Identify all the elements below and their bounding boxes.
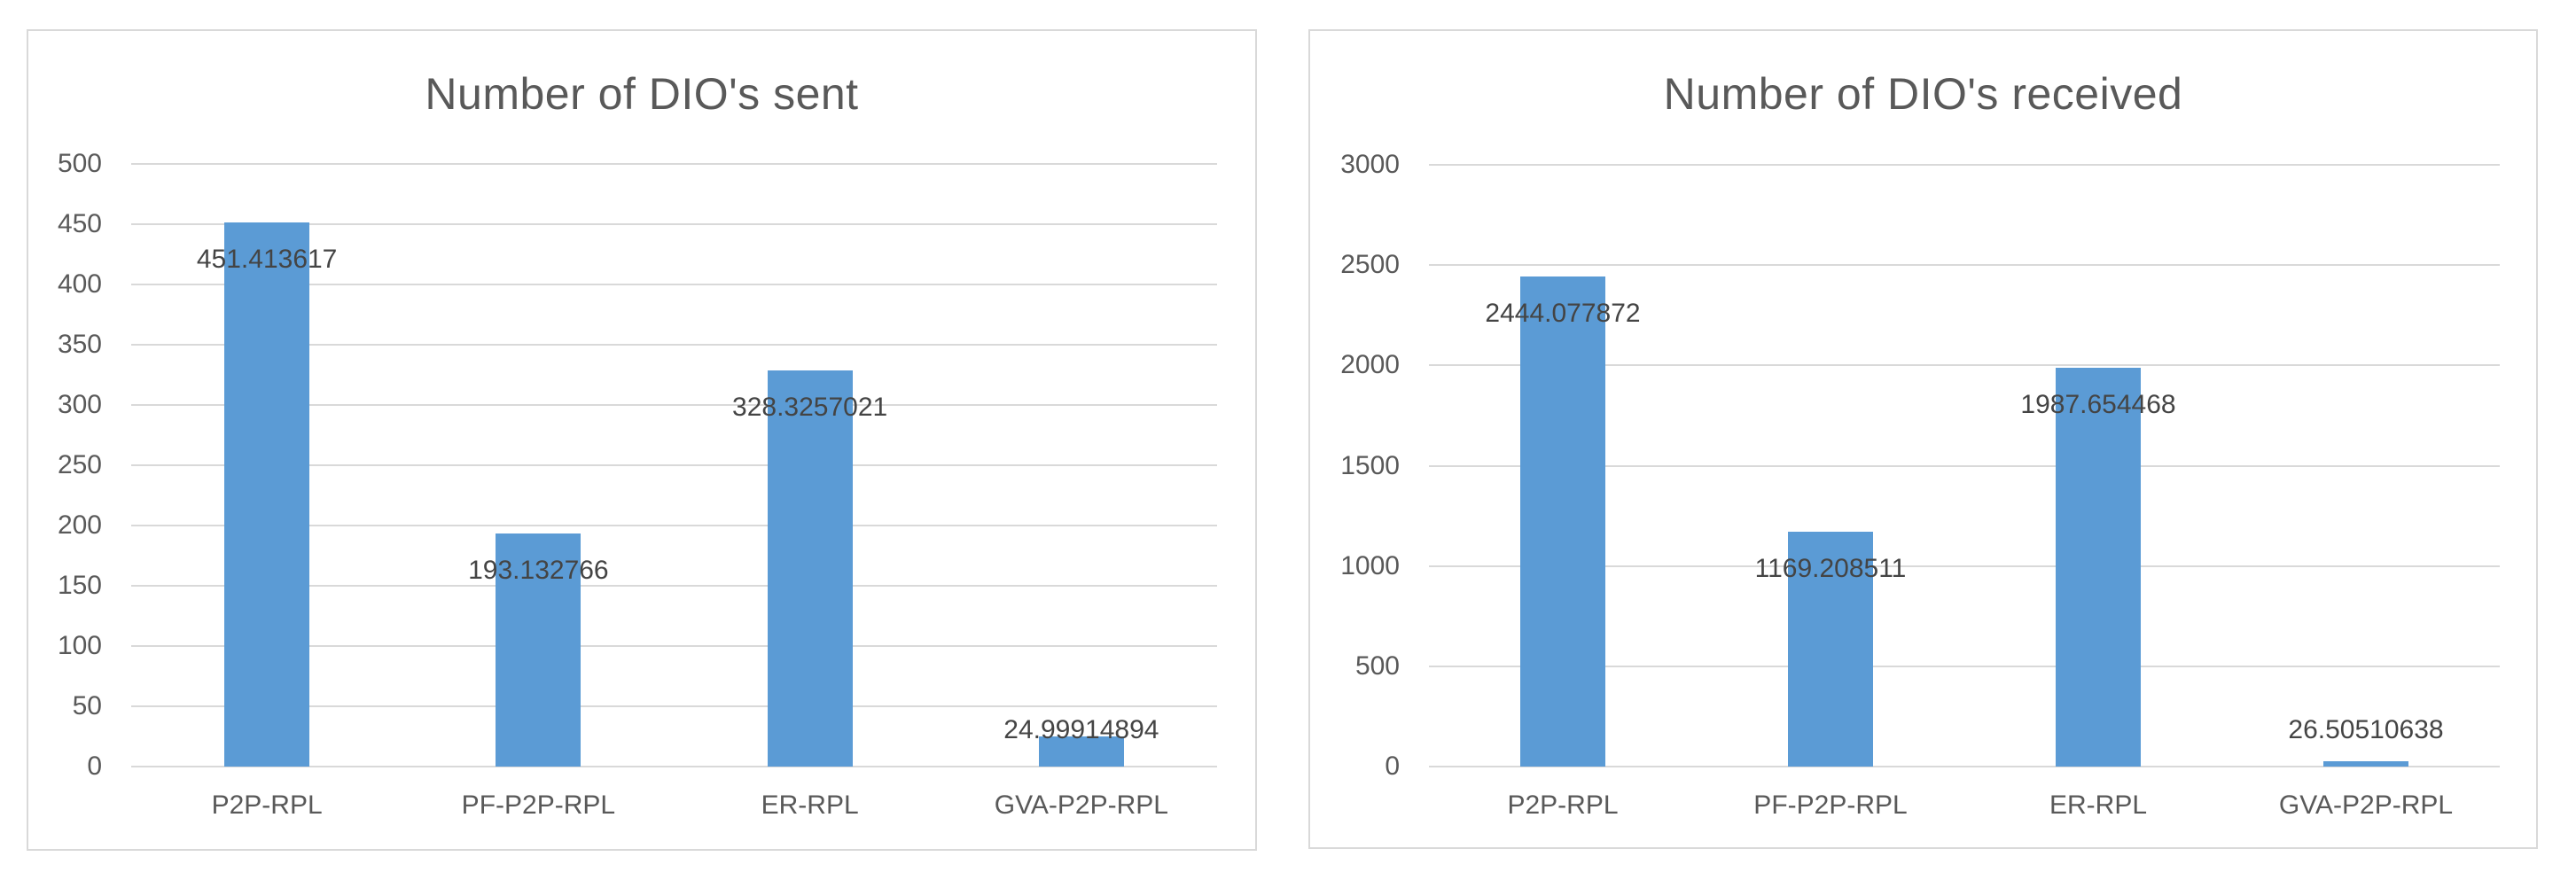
data-label: 2444.077872 [1485,298,1641,328]
gridline [131,766,1217,767]
y-axis-tick-label: 150 [57,571,102,600]
gridline [131,705,1217,707]
gridline [131,284,1217,285]
data-label: 24.99914894 [1003,715,1159,744]
gridline [131,163,1217,165]
x-category-label: PF-P2P-RPL [461,790,616,820]
y-axis-tick-label: 200 [57,510,102,540]
chart-dio-sent: Number of DIO's sent 0 50 100 150 200 250 300 3… [27,29,1257,851]
data-label: 328.3257021 [732,393,888,423]
y-axis-tick-label: 50 [72,691,102,720]
x-category-label: P2P-RPL [1507,790,1619,820]
gridline [131,404,1217,406]
gridline [131,344,1217,346]
y-axis-tick-label: 350 [57,330,102,359]
y-axis-tick-label: 2500 [1340,250,1400,280]
chart-title: Number of DIO's received [1663,69,2183,119]
x-category-label: GVA-P2P-RPL [2278,790,2454,820]
gridline [1429,565,2500,567]
gridline [1429,164,2500,166]
x-category-label: PF-P2P-RPL [1753,790,1908,820]
gridline [1429,264,2500,267]
gridline [131,645,1217,647]
bar-gva-p2p-rpl [1038,736,1124,767]
bar-pf-p2p-rpl [1788,532,1873,767]
x-category-label: ER-RPL [761,790,859,820]
data-label: 451.413617 [196,245,338,275]
gridline [131,464,1217,466]
gridline [1429,665,2500,667]
y-axis-tick-label: 450 [57,209,102,238]
y-axis-tick-label: 400 [57,269,102,299]
x-category-label: P2P-RPL [211,790,323,820]
gridline [131,585,1217,587]
chart-dio-received: Number of DIO's received 0 500 1000 1500 200… [1308,29,2538,849]
y-axis-tick-label: 0 [87,752,102,781]
gridline [1429,464,2500,467]
y-axis-tick-label: 2000 [1340,350,1400,380]
y-axis-tick-label: 300 [57,390,102,419]
bar-er-rpl [2056,368,2141,767]
bar-er-rpl [767,370,853,767]
chart-title: Number of DIO's sent [425,69,859,119]
y-axis-tick-label: 500 [1354,650,1400,681]
bar-gva-p2p-rpl [2323,761,2408,767]
bar-pf-p2p-rpl [496,533,582,767]
gridline [131,223,1217,225]
bar-p2p-rpl [1520,276,1605,767]
data-label: 1169.208511 [1754,554,1907,584]
gridline [1429,766,2500,767]
y-axis-tick-label: 0 [1385,752,1400,781]
y-axis-tick-label: 250 [57,450,102,479]
data-label: 1987.654468 [2020,390,2176,420]
gridline [1429,364,2500,367]
gridline [131,525,1217,526]
y-axis-tick-label: 1500 [1340,450,1400,480]
y-axis-tick-label: 1000 [1340,550,1400,580]
y-axis-tick-label: 500 [57,149,102,178]
x-category-label: ER-RPL [2049,790,2148,820]
y-axis-tick-label: 3000 [1340,150,1400,179]
x-category-label: GVA-P2P-RPL [994,790,1168,820]
y-axis-tick-label: 100 [57,631,102,660]
data-label: 26.50510638 [2288,715,2444,744]
data-label: 193.132766 [468,556,609,586]
bar-p2p-rpl [224,222,310,767]
